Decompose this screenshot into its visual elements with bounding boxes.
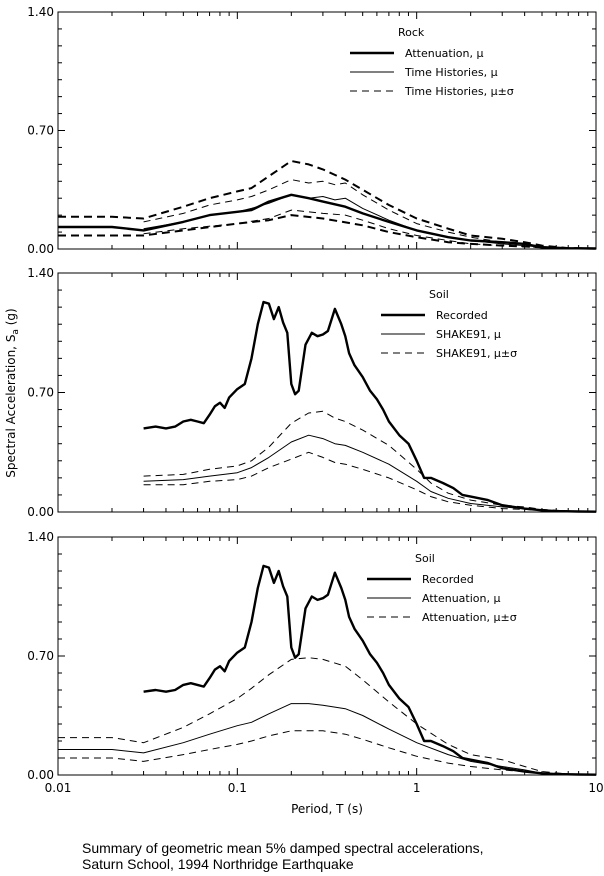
legend-label: SHAKE91, μ [436,328,501,341]
plot-frame [57,272,597,513]
caption-line-1: Summary of geometric mean 5% damped spec… [82,840,484,856]
x-tick-label: 10 [588,781,603,795]
y-tick-label: 0.00 [27,768,54,782]
y-tick-label: 1.40 [27,530,54,544]
series-line-time-histories [143,194,597,249]
series-line-attenuation [58,730,597,776]
y-axis-label-unit: (g) [4,308,18,329]
series-line-recorded [143,300,597,513]
legend: Soil Recorded Attenuation, μ Attenuation, μ… [367,552,517,624]
series-line-shake91 [143,451,597,513]
series-line-attenuation [58,703,597,775]
x-axis-label: Period, T (s) [291,802,363,816]
y-tick-label: 0.70 [27,649,54,663]
y-tick-label: 0.00 [27,242,54,256]
x-tick-label: 0.1 [228,781,247,795]
legend-title: Rock [398,26,425,39]
y-tick-label: 1.40 [27,5,54,19]
series-line-time-histories [143,179,597,249]
chart-panel-3: 0.00 0.70 1.40 0.01 0.1 1 10 Soil Recorded Attenu… [27,530,603,795]
plot-frame [57,536,597,776]
series-line-shake91 [143,434,597,512]
chart-panel-1: 0.00 0.70 1.40 Rock Attenuation, μ Time Histo… [27,5,597,256]
figure-caption: Summary of geometric mean 5% damped spec… [82,840,582,872]
legend-label: Attenuation, μ [422,592,500,605]
y-tick-label: 1.40 [27,266,54,280]
x-tick-label: 0.01 [45,781,72,795]
y-tick-label: 0.00 [27,505,54,519]
series-line-attenuation [58,657,597,775]
chart-panel-2: 0.00 0.70 1.40 Soil Recorded SHAKE91, μ SHAKE9… [27,266,597,519]
legend-title: Soil [415,552,435,565]
legend-label: Time Histories, μ [404,66,498,79]
caption-line-2: Saturn School, 1994 Northridge Earthquak… [82,856,354,872]
series-line-recorded [143,564,597,776]
series-line-shake91 [143,410,597,512]
y-tick-label: 0.70 [27,386,54,400]
legend-label: Recorded [436,309,488,322]
legend-label: Time Histories, μ±σ [404,85,514,98]
series-line-time-histories [143,209,597,250]
y-axis-label-subscript: a [11,329,21,335]
y-tick-label: 0.70 [27,124,54,138]
legend: Soil Recorded SHAKE91, μ SHAKE91, μ±σ [381,288,517,360]
legend: Rock Attenuation, μ Time Histories, μ Time … [350,26,514,98]
legend-label: Attenuation, μ [405,47,483,60]
legend-label: Attenuation, μ±σ [422,611,517,624]
legend-label: SHAKE91, μ±σ [436,347,517,360]
legend-label: Recorded [422,573,474,586]
y-axis-label-main: Spectral Acceleration, S [4,335,18,478]
legend-title: Soil [429,288,449,301]
series-line-attenuation [58,160,597,250]
y-axis-label: Spectral Acceleration, Sa (g) [4,308,21,477]
x-tick-label: 1 [413,781,421,795]
